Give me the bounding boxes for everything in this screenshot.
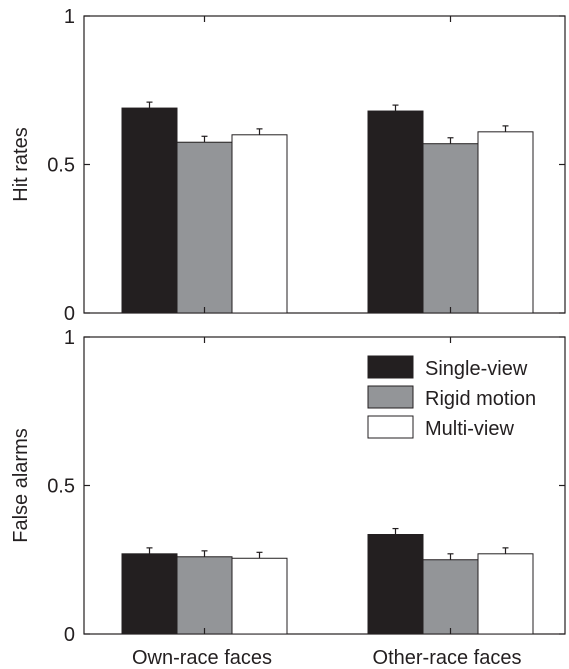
false-alarms-ytick-label: 1 [64,327,75,349]
false-alarms-ytick-label: 0 [64,624,75,646]
hit-rates-bars [121,101,534,314]
hit-rates-ytick-label: 0.5 [47,155,75,177]
legend-swatch-single-view [367,355,414,379]
false-alarms-bars [121,527,534,635]
legend: Single-view Rigid motion Multi-view [367,355,536,440]
legend-swatch-rigid-motion [367,385,414,409]
false-alarms-bar-rigid-motion-other-race [422,559,479,635]
hit-rates-bar-single-view-other-race [367,110,424,314]
hit-rates-bar-multi-view-own-race [231,134,288,314]
hit-rates-bar-single-view-own-race [121,107,178,314]
false-alarms-panel: False alarms 00.51 Single-view Rigid mot… [10,327,566,669]
legend-label-single-view: Single-view [425,358,528,380]
hit-rates-ytick-label: 0 [64,303,75,325]
legend-label-rigid-motion: Rigid motion [425,388,536,410]
false-alarms-bar-multi-view-other-race [477,553,534,635]
hit-rates-bar-multi-view-other-race [477,131,534,314]
hit-rates-bar-rigid-motion-own-race [176,141,233,314]
false-alarms-bar-rigid-motion-own-race [176,556,233,635]
hit-rates-ticks: 00.51 [47,6,565,325]
x-category-label-own-race: Own-race faces [132,647,272,669]
hit-rates-bar-rigid-motion-other-race [422,143,479,314]
x-category-label-other-race: Other-race faces [373,647,522,669]
hit-rates-panel: Hit rates 00.51 [10,6,566,325]
legend-label-multi-view: Multi-view [425,418,514,440]
hit-rates-y-axis-label: Hit rates [10,127,32,201]
false-alarms-ytick-label: 0.5 [47,476,75,498]
false-alarms-ticks: 00.51 [47,327,565,646]
false-alarms-bar-single-view-own-race [121,553,178,635]
false-alarms-bar-multi-view-own-race [231,557,288,635]
false-alarms-bar-single-view-other-race [367,534,424,635]
hit-rates-ytick-label: 1 [64,6,75,28]
legend-swatch-multi-view [367,415,414,439]
false-alarms-y-axis-label: False alarms [10,428,32,542]
